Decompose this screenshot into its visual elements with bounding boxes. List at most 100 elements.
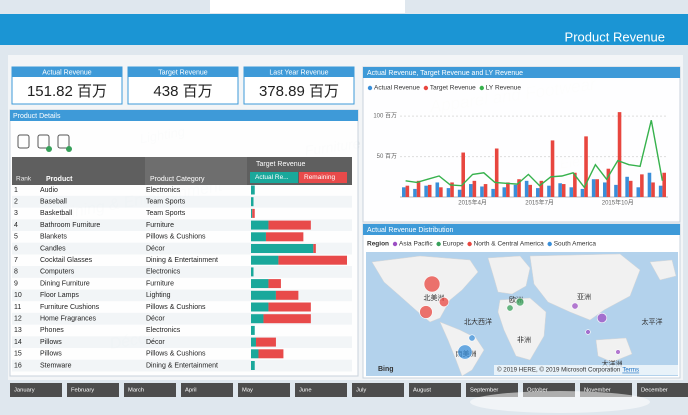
cell-rank: 8 (14, 269, 18, 276)
bar (547, 185, 551, 197)
cell-rank: 11 (14, 304, 21, 311)
banner (0, 14, 688, 45)
map-bubble (419, 305, 433, 319)
map-bubble (438, 296, 450, 308)
row-stripe (12, 359, 352, 372)
cell-rank: 9 (14, 280, 18, 287)
legend-marker (479, 85, 484, 91)
month-label: January (14, 388, 35, 394)
bar (536, 188, 540, 197)
bar (603, 182, 607, 197)
bar (427, 184, 432, 197)
bar (640, 174, 644, 197)
cell-category: Pillows & Cushions (146, 304, 206, 311)
table-title: Product Details (13, 113, 61, 120)
bar (439, 187, 443, 197)
bar-remaining (263, 314, 311, 324)
bar (614, 184, 618, 197)
bar (469, 184, 473, 197)
bar (606, 168, 611, 197)
month-button[interactable] (124, 383, 176, 397)
kpi-value: 378.89 百万 (259, 83, 339, 100)
map-label: 北美洲 (424, 293, 445, 302)
legend-label: Target Revenue (430, 85, 476, 92)
bar-actual (251, 185, 255, 195)
toolbar-icon[interactable] (37, 134, 50, 149)
bar (561, 184, 566, 197)
cell-category: Décor (146, 316, 165, 323)
map-bubble (596, 312, 608, 324)
cell-category: Décor (146, 339, 165, 346)
map-bubble (457, 344, 473, 360)
column-header: Product (46, 176, 73, 183)
bar-actual (251, 302, 269, 312)
month-button[interactable] (409, 383, 461, 397)
bar (524, 180, 529, 197)
bar (491, 188, 495, 197)
cell-rank: 6 (14, 245, 18, 252)
cell-category: Team Sports (146, 210, 186, 217)
land (595, 337, 633, 363)
month-button[interactable] (10, 383, 62, 397)
cell-product: Computers (40, 269, 75, 276)
map-bubble (506, 304, 514, 312)
month-button[interactable] (67, 383, 119, 397)
map-label: 非洲 (517, 335, 531, 344)
bar (528, 184, 532, 197)
kpi-header (128, 67, 238, 77)
bar-actual (251, 197, 254, 207)
legend-label: Europe (443, 241, 464, 248)
toolbar-icon[interactable] (57, 134, 70, 149)
bar (424, 185, 428, 197)
x-tick-label: 2015年7月 (525, 199, 554, 207)
chart-title-bar (363, 67, 680, 78)
bar (539, 180, 544, 197)
cell-product: Baseball (40, 199, 67, 206)
month-button[interactable] (295, 383, 347, 397)
map-label: 北大西洋 (464, 317, 492, 326)
row-stripe (12, 336, 352, 348)
toolbar-icon[interactable] (17, 134, 30, 149)
map-bubble (571, 302, 579, 310)
bar (647, 172, 652, 197)
map-logo: Bing (378, 366, 394, 373)
bar (558, 183, 562, 197)
bar-actual (251, 255, 279, 265)
bar (513, 184, 518, 197)
cell-category: Furniture (146, 222, 174, 229)
bar (550, 140, 555, 197)
cell-rank: 12 (14, 316, 22, 323)
legend-marker (436, 241, 441, 247)
month-button[interactable] (637, 383, 688, 397)
bar-remaining (278, 255, 347, 265)
map-label: 欧洲 (509, 295, 523, 304)
legend-label: South America (554, 241, 597, 248)
column-header: Product Category (150, 176, 205, 183)
month-button[interactable] (181, 383, 233, 397)
month-button[interactable] (238, 383, 290, 397)
cell-category: Lighting (146, 292, 171, 299)
month-label: May (242, 388, 253, 394)
cell-product: Candles (40, 245, 66, 252)
line (405, 120, 664, 189)
toolbar-badge (46, 146, 52, 152)
terms-link[interactable]: Terms (622, 367, 639, 374)
bar (506, 182, 510, 197)
cell-rank: 4 (14, 222, 18, 229)
bar (450, 182, 454, 197)
month-label: February (71, 388, 94, 394)
bar-remaining (258, 349, 284, 359)
bar-remaining (255, 337, 276, 347)
month-label: August (413, 388, 431, 394)
bar (651, 182, 655, 197)
month-button[interactable] (352, 383, 404, 397)
month-label: June (299, 388, 312, 394)
bar (416, 180, 421, 197)
x-tick-label: 2015年4月 (458, 199, 487, 207)
y-tick-label: 50 百万 (377, 153, 397, 160)
row-stripe (12, 219, 352, 231)
bar (502, 187, 507, 197)
bar (461, 152, 465, 197)
bar-actual (251, 208, 253, 218)
kpi-label: Actual Revenue (42, 69, 92, 76)
